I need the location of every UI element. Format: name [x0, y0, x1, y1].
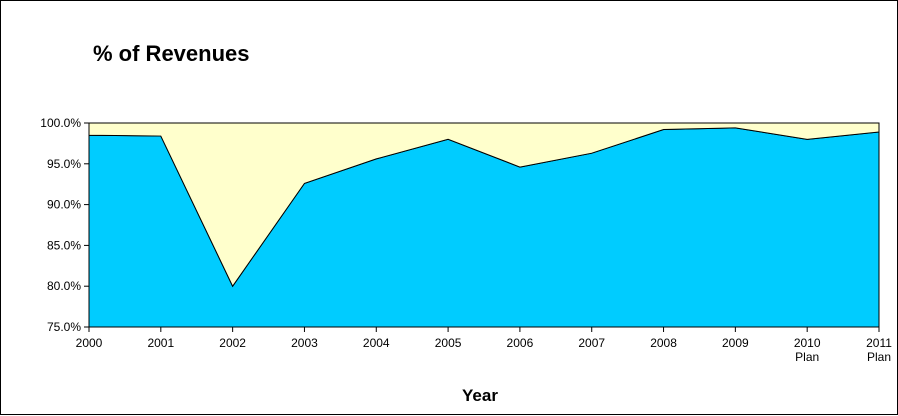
y-tick-label: 95.0% [47, 157, 81, 171]
x-tick-label: 2001 [147, 336, 174, 350]
x-tick-label-line: 2000 [76, 336, 103, 350]
x-tick-label: 2010 Plan [794, 336, 821, 364]
areas-layer [88, 122, 880, 328]
y-tick-label: 75.0% [47, 320, 81, 334]
x-tick-label: 2000 [76, 336, 103, 350]
x-tick-label-line: 2010 [794, 336, 821, 350]
x-tick-label: 2008 [650, 336, 677, 350]
y-tick-label: 80.0% [47, 279, 81, 293]
x-tick-label: 2011 Plan [866, 336, 892, 364]
x-tick-label: 2007 [578, 336, 605, 350]
x-tick-label: 2003 [291, 336, 318, 350]
x-tick-label: 2004 [363, 336, 390, 350]
area-series-2 [88, 122, 880, 288]
x-tick-label-line: 2002 [219, 336, 246, 350]
x-tick-label-line: Plan [795, 350, 819, 364]
y-tick-label: 90.0% [47, 198, 81, 212]
x-tick-label: 2005 [435, 336, 462, 350]
axes-layer [84, 122, 880, 332]
x-tick-labels: 2000 2001 2002 2003 2004 2005 2006 2007 2008 2009… [76, 336, 893, 364]
x-tick-label-line: Plan [867, 350, 891, 364]
x-tick-label: 2002 [219, 336, 246, 350]
x-tick-label-line: 2009 [722, 336, 749, 350]
x-tick-label-line: 2011 [866, 336, 892, 350]
x-tick-label-line: 2007 [578, 336, 605, 350]
x-tick-label-line: 2005 [435, 336, 462, 350]
x-tick-label: 2006 [507, 336, 534, 350]
y-tick-label: 85.0% [47, 238, 81, 252]
x-tick-label-line: 2008 [650, 336, 677, 350]
x-tick-label-line: 2001 [147, 336, 174, 350]
y-tick-labels: 75.0% 80.0% 85.0% 90.0% 95.0% 100.0% [40, 116, 81, 334]
y-tick-label: 100.0% [40, 116, 81, 130]
x-tick-label-line: 2003 [291, 336, 318, 350]
x-tick-label-line: 2004 [363, 336, 390, 350]
x-tick-label: 2009 [722, 336, 749, 350]
x-tick-label-line: 2006 [507, 336, 534, 350]
chart-title: % of Revenues [93, 41, 250, 66]
